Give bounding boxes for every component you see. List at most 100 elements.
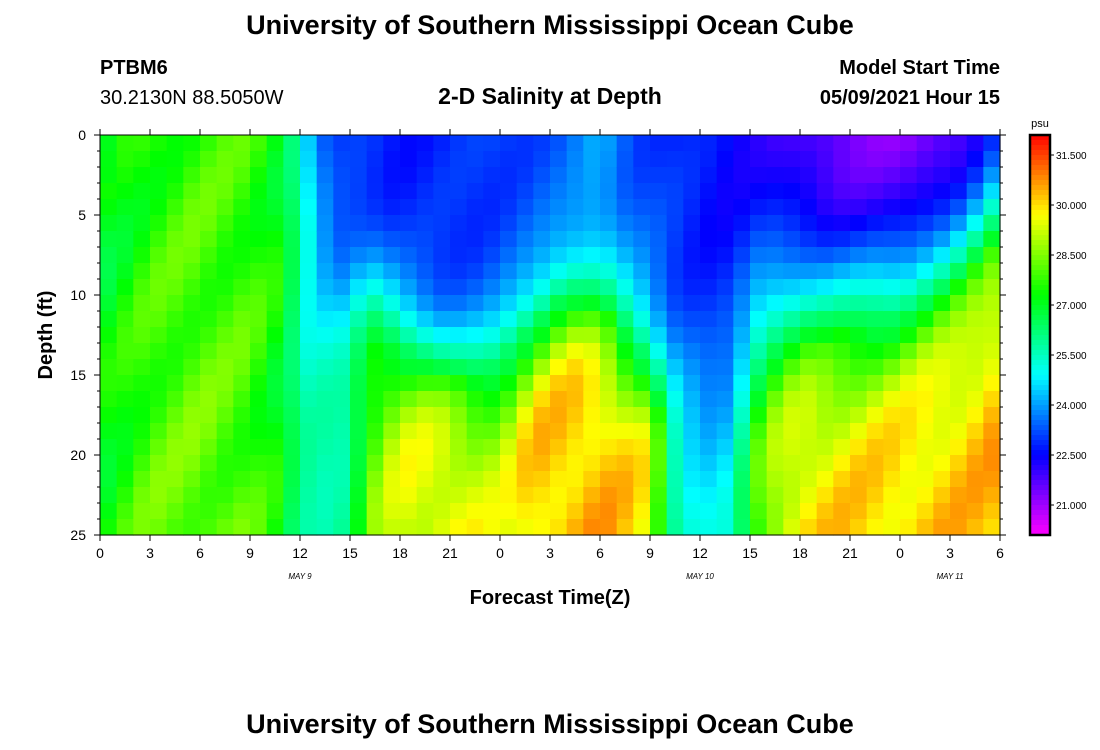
heatmap-cell bbox=[100, 279, 118, 296]
x-tick-label: 6 bbox=[996, 545, 1004, 561]
heatmap-cell bbox=[183, 343, 201, 360]
heatmap-cell bbox=[350, 519, 368, 536]
heatmap-cell bbox=[250, 215, 268, 232]
heatmap-cell bbox=[233, 167, 251, 184]
heatmap-cell bbox=[983, 423, 1001, 440]
heatmap-cell bbox=[616, 151, 634, 168]
heatmap-cell bbox=[116, 519, 134, 536]
heatmap-cell bbox=[116, 343, 134, 360]
colorbar-segment bbox=[1030, 320, 1050, 326]
heatmap-cell bbox=[933, 167, 951, 184]
colorbar-segment bbox=[1030, 490, 1050, 496]
colorbar-segment bbox=[1030, 155, 1050, 161]
heatmap-cell bbox=[383, 247, 401, 264]
heatmap-cell bbox=[750, 455, 768, 472]
heatmap-cell bbox=[366, 407, 384, 424]
heatmap-cell bbox=[633, 503, 651, 520]
heatmap-cell bbox=[466, 167, 484, 184]
heatmap-cell bbox=[566, 455, 584, 472]
heatmap-cell bbox=[566, 343, 584, 360]
heatmap-cell bbox=[650, 231, 668, 248]
heatmap-cell bbox=[300, 327, 318, 344]
heatmap-cell bbox=[516, 391, 534, 408]
heatmap-cell bbox=[616, 423, 634, 440]
heatmap-cell bbox=[533, 455, 551, 472]
colorbar-segment bbox=[1030, 385, 1050, 391]
heatmap-cell bbox=[550, 311, 568, 328]
heatmap-cell bbox=[750, 487, 768, 504]
colorbar-segment bbox=[1030, 175, 1050, 181]
heatmap-cell bbox=[133, 471, 151, 488]
heatmap-cell bbox=[533, 231, 551, 248]
heatmap-cell bbox=[250, 295, 268, 312]
colorbar-tick-label: 22.500 bbox=[1056, 451, 1087, 462]
heatmap-cell bbox=[233, 391, 251, 408]
heatmap-cell bbox=[200, 519, 218, 536]
heatmap-cell bbox=[850, 247, 868, 264]
y-tick-label: 20 bbox=[70, 447, 86, 463]
heatmap-cell bbox=[266, 471, 284, 488]
heatmap-cell bbox=[750, 199, 768, 216]
heatmap-cell bbox=[316, 343, 334, 360]
heatmap-cell bbox=[500, 391, 518, 408]
heatmap-cell bbox=[766, 439, 784, 456]
heatmap-cell bbox=[816, 407, 834, 424]
heatmap-cell bbox=[933, 375, 951, 392]
heatmap-cell bbox=[516, 199, 534, 216]
heatmap-cell bbox=[466, 439, 484, 456]
heatmap-cell bbox=[333, 455, 351, 472]
heatmap-cell bbox=[666, 519, 684, 536]
heatmap-cell bbox=[133, 455, 151, 472]
heatmap-cell bbox=[766, 471, 784, 488]
heatmap-cell bbox=[783, 503, 801, 520]
heatmap-cell bbox=[916, 167, 934, 184]
heatmap-cell bbox=[800, 167, 818, 184]
heatmap-cell bbox=[300, 231, 318, 248]
heatmap-cell bbox=[133, 151, 151, 168]
heatmap-cell bbox=[433, 327, 451, 344]
heatmap-cell bbox=[233, 311, 251, 328]
heatmap-cell bbox=[583, 135, 601, 152]
heatmap-cell bbox=[600, 279, 618, 296]
heatmap-cell bbox=[950, 423, 968, 440]
colorbar-segment bbox=[1030, 170, 1050, 176]
heatmap-cell bbox=[350, 231, 368, 248]
heatmap-cell bbox=[783, 519, 801, 536]
heatmap-cell bbox=[600, 375, 618, 392]
heatmap-cell bbox=[716, 455, 734, 472]
heatmap-cell bbox=[816, 423, 834, 440]
heatmap-cell bbox=[683, 487, 701, 504]
heatmap-cell bbox=[450, 231, 468, 248]
heatmap-cell bbox=[133, 343, 151, 360]
heatmap-cell bbox=[216, 151, 234, 168]
heatmap-cell bbox=[466, 215, 484, 232]
heatmap-cell bbox=[700, 359, 718, 376]
heatmap-cell bbox=[550, 455, 568, 472]
heatmap-cell bbox=[900, 503, 918, 520]
heatmap-cell bbox=[933, 407, 951, 424]
heatmap-cell bbox=[516, 471, 534, 488]
heatmap-cell bbox=[366, 487, 384, 504]
colorbar-segment bbox=[1030, 140, 1050, 146]
heatmap-cell bbox=[266, 231, 284, 248]
heatmap-cell bbox=[666, 455, 684, 472]
heatmap-cell bbox=[466, 343, 484, 360]
heatmap-cell bbox=[516, 375, 534, 392]
heatmap-cell bbox=[866, 359, 884, 376]
heatmap-cell bbox=[333, 327, 351, 344]
heatmap-cell bbox=[950, 135, 968, 152]
heatmap-cell bbox=[366, 167, 384, 184]
heatmap-cell bbox=[416, 231, 434, 248]
heatmap-cell bbox=[450, 135, 468, 152]
heatmap-cell bbox=[916, 327, 934, 344]
heatmap-cell bbox=[133, 279, 151, 296]
heatmap-cell bbox=[700, 215, 718, 232]
heatmap-cell bbox=[316, 247, 334, 264]
heatmap-cell bbox=[516, 215, 534, 232]
heatmap-cell bbox=[183, 247, 201, 264]
heatmap-cell bbox=[400, 311, 418, 328]
heatmap-cell bbox=[616, 167, 634, 184]
colorbar-segment bbox=[1030, 215, 1050, 221]
heatmap-cell bbox=[833, 503, 851, 520]
heatmap-cell bbox=[650, 375, 668, 392]
